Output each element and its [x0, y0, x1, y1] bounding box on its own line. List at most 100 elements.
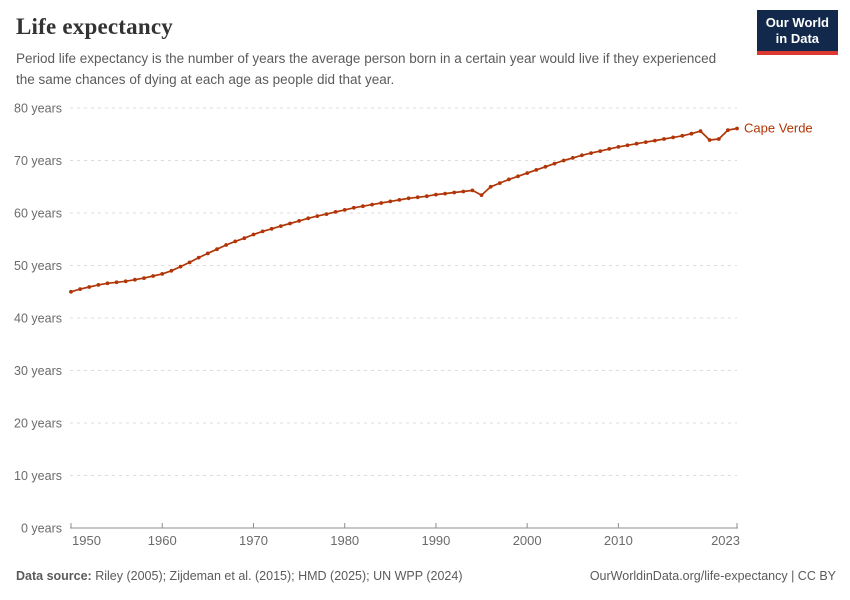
data-point-1960 [160, 271, 165, 276]
data-point-1974 [288, 221, 292, 226]
series-label-cape-verde[interactable]: Cape Verde [744, 120, 813, 135]
data-point-1957 [133, 277, 137, 282]
data-point-1997 [497, 181, 502, 185]
data-point-1995 [479, 193, 484, 197]
owid-logo-line1: Our World [765, 15, 829, 30]
data-point-1953 [96, 282, 101, 287]
data-point-2017 [680, 133, 685, 138]
data-point-2021 [716, 136, 721, 141]
page-title: Life expectancy [16, 14, 173, 39]
y-axis-label-50: 50 years [14, 259, 62, 273]
data-point-2015 [662, 136, 666, 141]
data-point-1984 [379, 200, 384, 205]
data-point-1965 [205, 251, 210, 256]
data-point-2018 [689, 131, 694, 136]
data-point-2004 [561, 158, 566, 163]
data-point-1994 [470, 188, 475, 193]
x-axis-label-1980: 1980 [330, 533, 359, 548]
data-point-1983 [370, 202, 374, 207]
data-point-1959 [151, 273, 156, 278]
data-source-value: Riley (2005); Zijdeman et al. (2015); HM… [95, 568, 463, 583]
data-point-1954 [105, 281, 110, 286]
data-point-2014 [653, 138, 657, 143]
y-axis-label-10: 10 years [14, 469, 62, 483]
data-point-1973 [278, 224, 283, 228]
owid-cc-link[interactable]: OurWorldinData.org/life-expectancy | CC … [589, 568, 836, 583]
data-point-2006 [580, 153, 584, 158]
data-point-1970 [251, 232, 256, 237]
x-axis-label-1950: 1950 [72, 533, 101, 548]
data-point-1958 [142, 276, 146, 280]
data-point-1980 [342, 207, 347, 212]
data-point-1967 [224, 242, 229, 247]
data-point-2007 [589, 151, 593, 155]
data-point-1961 [169, 268, 174, 273]
data-point-1981 [351, 205, 356, 210]
data-point-1986 [397, 197, 402, 202]
chart-header: Life expectancy Our World in Data Period… [0, 0, 850, 91]
data-point-1956 [123, 279, 128, 284]
owid-logo[interactable]: Our World in Data [756, 10, 838, 55]
data-point-2003 [552, 161, 557, 166]
data-point-1985 [388, 199, 393, 204]
data-point-1952 [87, 284, 92, 289]
data-point-2012 [634, 141, 639, 146]
data-point-2009 [607, 146, 612, 151]
data-point-1987 [406, 196, 411, 201]
data-point-2010 [616, 144, 621, 149]
data-point-1992 [452, 190, 457, 195]
x-axis-label-2000: 2000 [513, 533, 542, 548]
data-point-2005 [570, 155, 575, 160]
data-point-1978 [324, 212, 329, 216]
data-point-1976 [306, 216, 311, 221]
series-line-cape-verde[interactable] [70, 127, 738, 293]
data-point-2008 [598, 149, 603, 153]
data-point-1993 [461, 189, 466, 194]
data-point-1991 [443, 191, 447, 196]
chart-subtitle: Period life expectancy is the number of … [16, 51, 717, 87]
data-point-1966 [215, 247, 219, 251]
y-axis-label-30: 30 years [14, 364, 62, 378]
data-point-1968 [233, 239, 238, 244]
data-point-1951 [78, 287, 82, 291]
data-point-1996 [488, 184, 493, 189]
x-axis-label-2010: 2010 [604, 533, 633, 548]
x-axis-label-1990: 1990 [421, 533, 450, 548]
owid-logo-line2: in Data [775, 31, 820, 47]
data-point-2001 [534, 167, 539, 172]
data-point-1988 [415, 195, 420, 200]
y-axis-label-60: 60 years [14, 206, 62, 220]
data-point-2013 [643, 140, 648, 144]
data-point-1971 [260, 229, 265, 234]
y-axis-label-20: 20 years [14, 416, 62, 430]
x-axis-label-2023: 2023 [711, 533, 740, 548]
data-source-note: Data source: Riley (2005); Zijdeman et a… [16, 569, 463, 583]
data-point-1972 [269, 226, 274, 231]
data-point-1962 [178, 264, 183, 269]
data-point-1999 [516, 174, 520, 179]
data-point-1979 [333, 209, 338, 214]
data-point-1998 [507, 177, 511, 182]
data-point-1950 [69, 289, 73, 294]
data-point-1982 [361, 204, 365, 208]
data-point-2019 [698, 129, 703, 133]
data-point-1977 [315, 214, 320, 218]
data-point-1964 [196, 255, 201, 260]
data-point-1969 [242, 236, 247, 240]
x-axis-label-1970: 1970 [239, 533, 268, 548]
data-source-label: Data source: [16, 568, 92, 583]
data-point-2023 [735, 126, 739, 131]
data-point-2011 [625, 143, 630, 148]
data-point-1975 [297, 218, 301, 223]
data-point-1955 [114, 280, 119, 285]
data-point-2000 [525, 171, 530, 175]
y-axis-label-70: 70 years [14, 154, 62, 168]
data-point-1989 [424, 194, 429, 198]
x-axis-label-1960: 1960 [148, 533, 177, 548]
y-axis-label-80: 80 years [14, 101, 62, 115]
data-point-2002 [543, 164, 548, 169]
chart-plot-area[interactable]: 0 years 10 years 20 years 30 years 40 years 5… [0, 93, 850, 563]
data-point-2016 [671, 135, 675, 140]
y-axis-label-40: 40 years [14, 311, 62, 325]
